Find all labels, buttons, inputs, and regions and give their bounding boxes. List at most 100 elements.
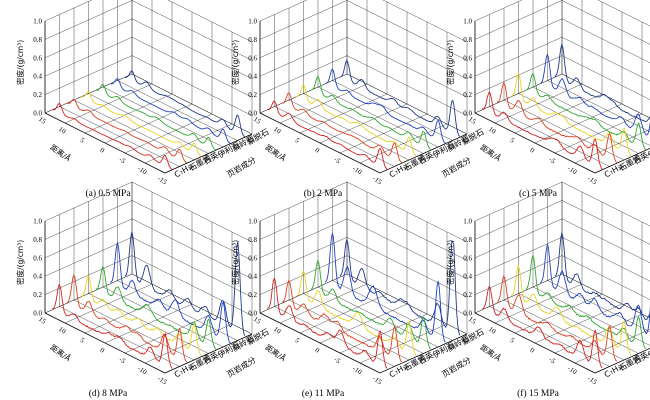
y-axis-label: 密度/(g/cm³) [15, 240, 25, 285]
x-tick-label: 10 [272, 325, 283, 336]
y-tick-label: 0.8 [248, 36, 257, 44]
density-curve-2 [281, 92, 403, 164]
floor-gridline [561, 73, 650, 119]
component-label: 蒙脱石 [245, 326, 271, 347]
x-tick-label: 5 [78, 136, 86, 145]
x-tick-label: 0 [313, 346, 321, 355]
density-curve-6 [554, 42, 650, 122]
y-tick-label: 0.4 [33, 273, 42, 281]
floor-gridline [131, 73, 253, 135]
x-tick-label: 5 [508, 136, 516, 145]
wall-gridline [44, 37, 253, 98]
y-tick-label: 0.0 [33, 110, 42, 118]
floor-gridline [518, 93, 639, 154]
density-curve-3 [80, 275, 202, 357]
y-axis-label: 密度/(g/cm³) [230, 240, 240, 285]
x-tick-label: 10 [57, 325, 68, 336]
y-tick-label: 0.8 [33, 36, 42, 44]
x-axis-label: 距离/Å [479, 342, 504, 364]
component-label: 蒙脱石 [460, 326, 486, 347]
floor-gridline [288, 299, 410, 361]
panel-3: 0.00.20.40.60.81.0151050-5-10-15C₇H₁₆石墨烯… [445, 0, 650, 199]
x-axis [474, 112, 596, 174]
y-axis-label: 密度/(g/cm³) [15, 40, 25, 85]
x-tick-label: 15 [467, 315, 478, 326]
density-curve-3 [81, 91, 202, 157]
density-curve-6 [339, 59, 461, 137]
density-curve-5 [540, 243, 650, 335]
density-curve-2 [281, 279, 403, 363]
x-tick-label: 10 [272, 125, 283, 136]
floor-gridline [59, 306, 180, 367]
density-curve-1 [52, 283, 173, 369]
component-axis-label: 页岩成分 [225, 155, 258, 180]
x-tick-label: -15 [586, 174, 599, 186]
x-tick-label: 0 [98, 346, 106, 355]
density-curve-6 [124, 70, 246, 138]
x-axis-label: 距离/Å [479, 142, 504, 164]
density-curve-5 [540, 53, 650, 136]
component-axis [594, 347, 650, 374]
floor-gridline [532, 286, 650, 346]
density-curve-1 [267, 100, 388, 170]
panel-5: 0.00.20.40.60.81.0151050-5-10-15C₇H₁₆石墨烯… [230, 181, 486, 399]
y-tick-label: 0.2 [33, 91, 42, 99]
x-axis [44, 112, 166, 174]
y-tick-label: 0.6 [248, 54, 257, 62]
floor-gridline [346, 73, 468, 135]
panel-caption: (f) 15 MPa [517, 388, 559, 399]
density-curve-1 [482, 285, 603, 369]
density-curve-6 [554, 232, 650, 321]
x-tick-label: -10 [136, 364, 149, 376]
floor-gridline [117, 80, 238, 141]
y-tick-label: 0.0 [463, 110, 472, 118]
wall-gridline [259, 181, 468, 243]
y-tick-label: 1.0 [33, 218, 42, 226]
wall-gridline [44, 200, 253, 261]
x-tick-label: -5 [332, 355, 342, 365]
density-curve-4 [310, 259, 432, 350]
y-tick-label: 0.8 [463, 36, 472, 44]
x-tick-label: 15 [37, 115, 48, 126]
x-tick-label: -5 [547, 355, 557, 365]
x-tick-label: 15 [252, 315, 263, 326]
x-tick-label: -15 [586, 374, 599, 386]
density-curve-5 [110, 241, 231, 344]
floor-gridline [59, 106, 180, 167]
density-curve-1 [481, 90, 603, 170]
density-curve-2 [496, 275, 618, 362]
floor-gridline [489, 106, 610, 167]
y-axis-label: 密度/(g/cm³) [230, 40, 240, 85]
x-tick-label: 10 [57, 125, 68, 136]
density-curve-5 [325, 68, 446, 144]
component-label: 蒙脱石 [460, 126, 486, 147]
y-tick-label: 1.0 [463, 218, 472, 226]
y-tick-label: 0.2 [248, 291, 257, 299]
floor-gridline [117, 280, 238, 341]
y-tick-label: 0.6 [248, 254, 257, 262]
density-curve-4 [95, 83, 217, 151]
y-tick-label: 0.4 [463, 73, 472, 81]
x-tick-label: -10 [351, 164, 364, 176]
floor-gridline [73, 99, 195, 161]
x-tick-label: 15 [252, 115, 263, 126]
x-tick-label: -10 [566, 164, 579, 176]
panel-caption: (e) 11 MPa [302, 388, 345, 399]
x-axis-label: 距离/Å [264, 142, 289, 164]
panel-4: 0.00.20.40.60.81.0151050-5-10-15C₇H₁₆石墨烯… [15, 181, 271, 399]
panel-caption: (c) 5 MPa [519, 188, 558, 199]
y-tick-label: 0.6 [33, 254, 42, 262]
y-tick-label: 1.0 [248, 18, 257, 26]
y-tick-label: 1.0 [33, 18, 42, 26]
density-curve-4 [95, 265, 217, 350]
x-axis [44, 312, 166, 374]
y-axis-label: 密度/(g/cm³) [445, 240, 455, 285]
floor-gridline [489, 306, 610, 367]
x-tick-label: 15 [37, 315, 48, 326]
floor-gridline [547, 80, 650, 132]
floor-gridline [503, 99, 625, 161]
floor-gridline [532, 86, 650, 146]
component-axis [379, 333, 468, 374]
x-axis [259, 312, 381, 374]
